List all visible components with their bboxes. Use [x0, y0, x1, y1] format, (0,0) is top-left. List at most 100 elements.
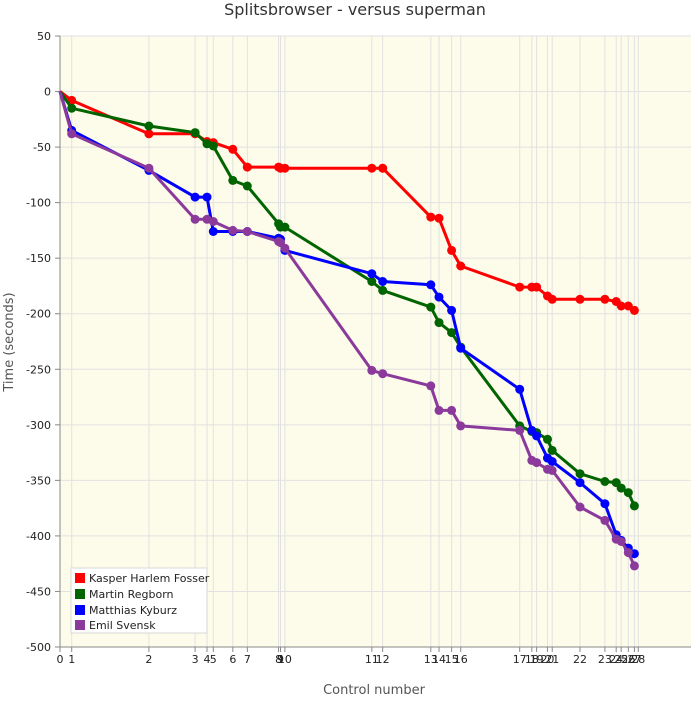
data-point [547, 294, 557, 304]
data-point [242, 181, 252, 191]
y-tick-label: 50 [37, 30, 51, 43]
data-point [434, 292, 444, 302]
data-point [228, 144, 238, 154]
data-point [600, 477, 610, 486]
x-tick-label: 3 [192, 653, 199, 666]
data-point [242, 162, 252, 172]
x-tick-label: 5 [210, 653, 217, 666]
data-point [228, 175, 238, 185]
data-point [144, 129, 154, 139]
data-point [67, 103, 77, 113]
data-point [367, 365, 377, 375]
data-point [447, 328, 457, 338]
x-tick-label: 25 [614, 653, 628, 666]
x-tick-label: 11 [365, 653, 379, 666]
legend-item: Matthias Kyburz [75, 604, 177, 617]
y-tick-label: -250 [26, 363, 51, 376]
legend-swatch [75, 605, 85, 615]
legend-item: Emil Svensk [75, 619, 156, 632]
data-point [378, 369, 388, 379]
data-point [367, 163, 377, 173]
x-tick-label: 0 [57, 653, 64, 666]
y-tick-label: -350 [26, 474, 51, 487]
data-point [280, 243, 290, 253]
data-point [228, 225, 238, 235]
y-tick-label: -450 [26, 585, 51, 598]
x-tick-label: 1 [68, 653, 75, 666]
x-tick-label: 9 [277, 653, 284, 666]
data-point [426, 212, 436, 222]
data-point [190, 128, 200, 138]
x-tick-label: 27 [627, 653, 641, 666]
y-tick-label: -400 [26, 530, 51, 543]
data-point [208, 217, 218, 226]
x-tick-label: 10 [278, 653, 292, 666]
data-point [515, 282, 525, 292]
x-tick-label: 26 [621, 653, 635, 666]
data-point [456, 421, 466, 431]
data-point [547, 457, 557, 466]
data-point [434, 405, 444, 415]
data-point [532, 458, 542, 468]
x-tick-label: 13 [424, 653, 438, 666]
data-point [543, 434, 552, 444]
data-point [575, 294, 585, 304]
legend: Kasper Harlem Fosser Martin Regborn Matt… [70, 567, 210, 634]
legend-swatch [75, 589, 85, 599]
data-point [426, 302, 436, 312]
y-tick-label: -500 [26, 641, 51, 654]
data-point [378, 277, 388, 286]
legend-label: Martin Regborn [89, 588, 174, 601]
data-point [623, 548, 633, 558]
x-tick-label: 8 [275, 653, 282, 666]
plot-background [60, 36, 691, 647]
data-point [280, 222, 290, 232]
x-tick-label: 24 [609, 653, 623, 666]
data-point [208, 141, 218, 151]
data-point [434, 318, 444, 328]
y-tick-label: 0 [44, 86, 51, 99]
data-point [600, 499, 610, 509]
data-point [532, 282, 542, 292]
legend-label: Matthias Kyburz [89, 604, 177, 617]
data-point [616, 301, 626, 311]
data-point [242, 227, 252, 236]
data-point [280, 163, 290, 173]
data-point [434, 213, 444, 223]
grid-lines [59, 35, 691, 648]
data-point [616, 537, 626, 546]
series-line [58, 91, 636, 555]
data-point [456, 261, 466, 271]
x-tick-label: 28 [631, 653, 645, 666]
data-point [532, 431, 542, 441]
data-point [67, 129, 77, 139]
x-tick-label: 14 [432, 653, 446, 666]
data-point [367, 277, 377, 286]
data-point [447, 305, 457, 315]
x-tick-label: 7 [244, 653, 251, 666]
x-tick-label: 23 [598, 653, 612, 666]
x-tick-label: 12 [376, 653, 390, 666]
data-point [456, 343, 466, 353]
legend-box [70, 567, 208, 634]
data-point [515, 384, 525, 394]
data-point [426, 280, 436, 290]
data-point [378, 163, 388, 173]
data-point [547, 465, 557, 475]
data-point [629, 501, 639, 511]
legend-swatch [75, 620, 85, 630]
x-tick-label: 20 [540, 653, 554, 666]
x-tick-label: 6 [229, 653, 236, 666]
data-point [426, 381, 436, 391]
data-point [190, 214, 200, 224]
data-point [515, 425, 525, 435]
data-point [575, 502, 585, 512]
x-tick-label: 19 [530, 653, 544, 666]
data-point [208, 227, 218, 236]
y-tick-label: -100 [26, 197, 51, 210]
x-tick-label: 17 [513, 653, 527, 666]
data-point [447, 405, 457, 415]
x-tick-label: 4 [204, 653, 211, 666]
data-point [575, 478, 585, 488]
